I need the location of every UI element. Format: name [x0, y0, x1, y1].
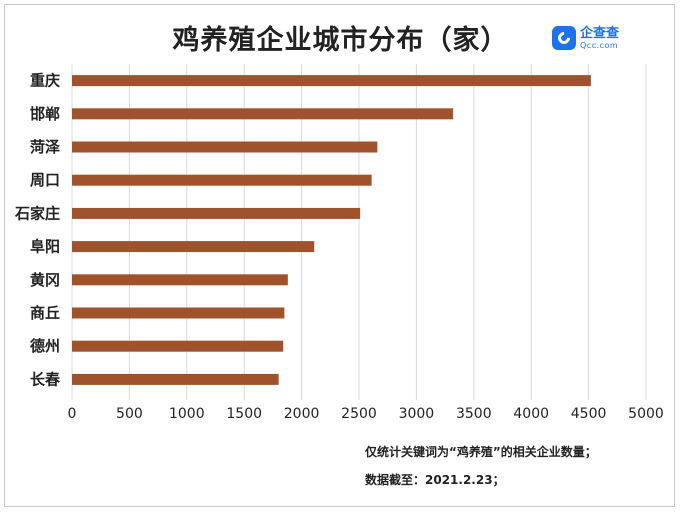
category-label-4: 石家庄: [14, 204, 60, 222]
x-tick-label-3: 1500: [226, 406, 262, 422]
category-label-0: 重庆: [30, 72, 60, 90]
bar-2: [72, 141, 378, 153]
logo-name: 企查查: [580, 25, 620, 41]
bar-7: [72, 307, 285, 319]
bar-1: [72, 108, 454, 120]
x-tick-label-9: 4500: [571, 406, 607, 422]
x-tick-label-8: 4000: [513, 406, 549, 422]
x-tick-label-7: 3500: [456, 406, 492, 422]
chart-frame: [4, 4, 675, 507]
category-label-8: 德州: [30, 337, 60, 355]
qcc-logo-icon: [552, 26, 576, 50]
category-label-6: 黄冈: [30, 271, 60, 289]
bar-5: [72, 241, 315, 253]
x-tick-label-4: 2000: [284, 406, 320, 422]
bar-8: [72, 340, 284, 352]
bar-4: [72, 207, 361, 219]
bar-9: [72, 373, 279, 385]
category-label-7: 商丘: [30, 304, 60, 322]
logo-subtitle: Qcc.com: [580, 40, 619, 50]
footnote-scope: 仅统计关键词为“鸡养殖”的相关企业数量；: [365, 445, 597, 459]
brand-logo: 企查查 Qcc.com: [552, 24, 619, 52]
x-tick-label-1: 500: [116, 406, 143, 422]
x-tick-label-10: 5000: [628, 406, 664, 422]
category-label-2: 菏泽: [30, 138, 60, 156]
x-tick-label-6: 3000: [399, 406, 435, 422]
x-tick-label-5: 2500: [341, 406, 377, 422]
bar-3: [72, 174, 372, 186]
x-tick-label-0: 0: [68, 406, 77, 422]
category-label-9: 长春: [30, 370, 60, 388]
bar-0: [72, 75, 591, 87]
footnote-date: 数据截至：2021.2.23；: [365, 473, 505, 487]
x-tick-label-2: 1000: [169, 406, 205, 422]
category-label-3: 周口: [30, 171, 60, 189]
chart-title: 鸡养殖企业城市分布（家）: [172, 25, 509, 56]
category-label-1: 邯郸: [30, 105, 60, 123]
category-label-5: 阜阳: [30, 238, 60, 256]
bar-6: [72, 274, 288, 286]
